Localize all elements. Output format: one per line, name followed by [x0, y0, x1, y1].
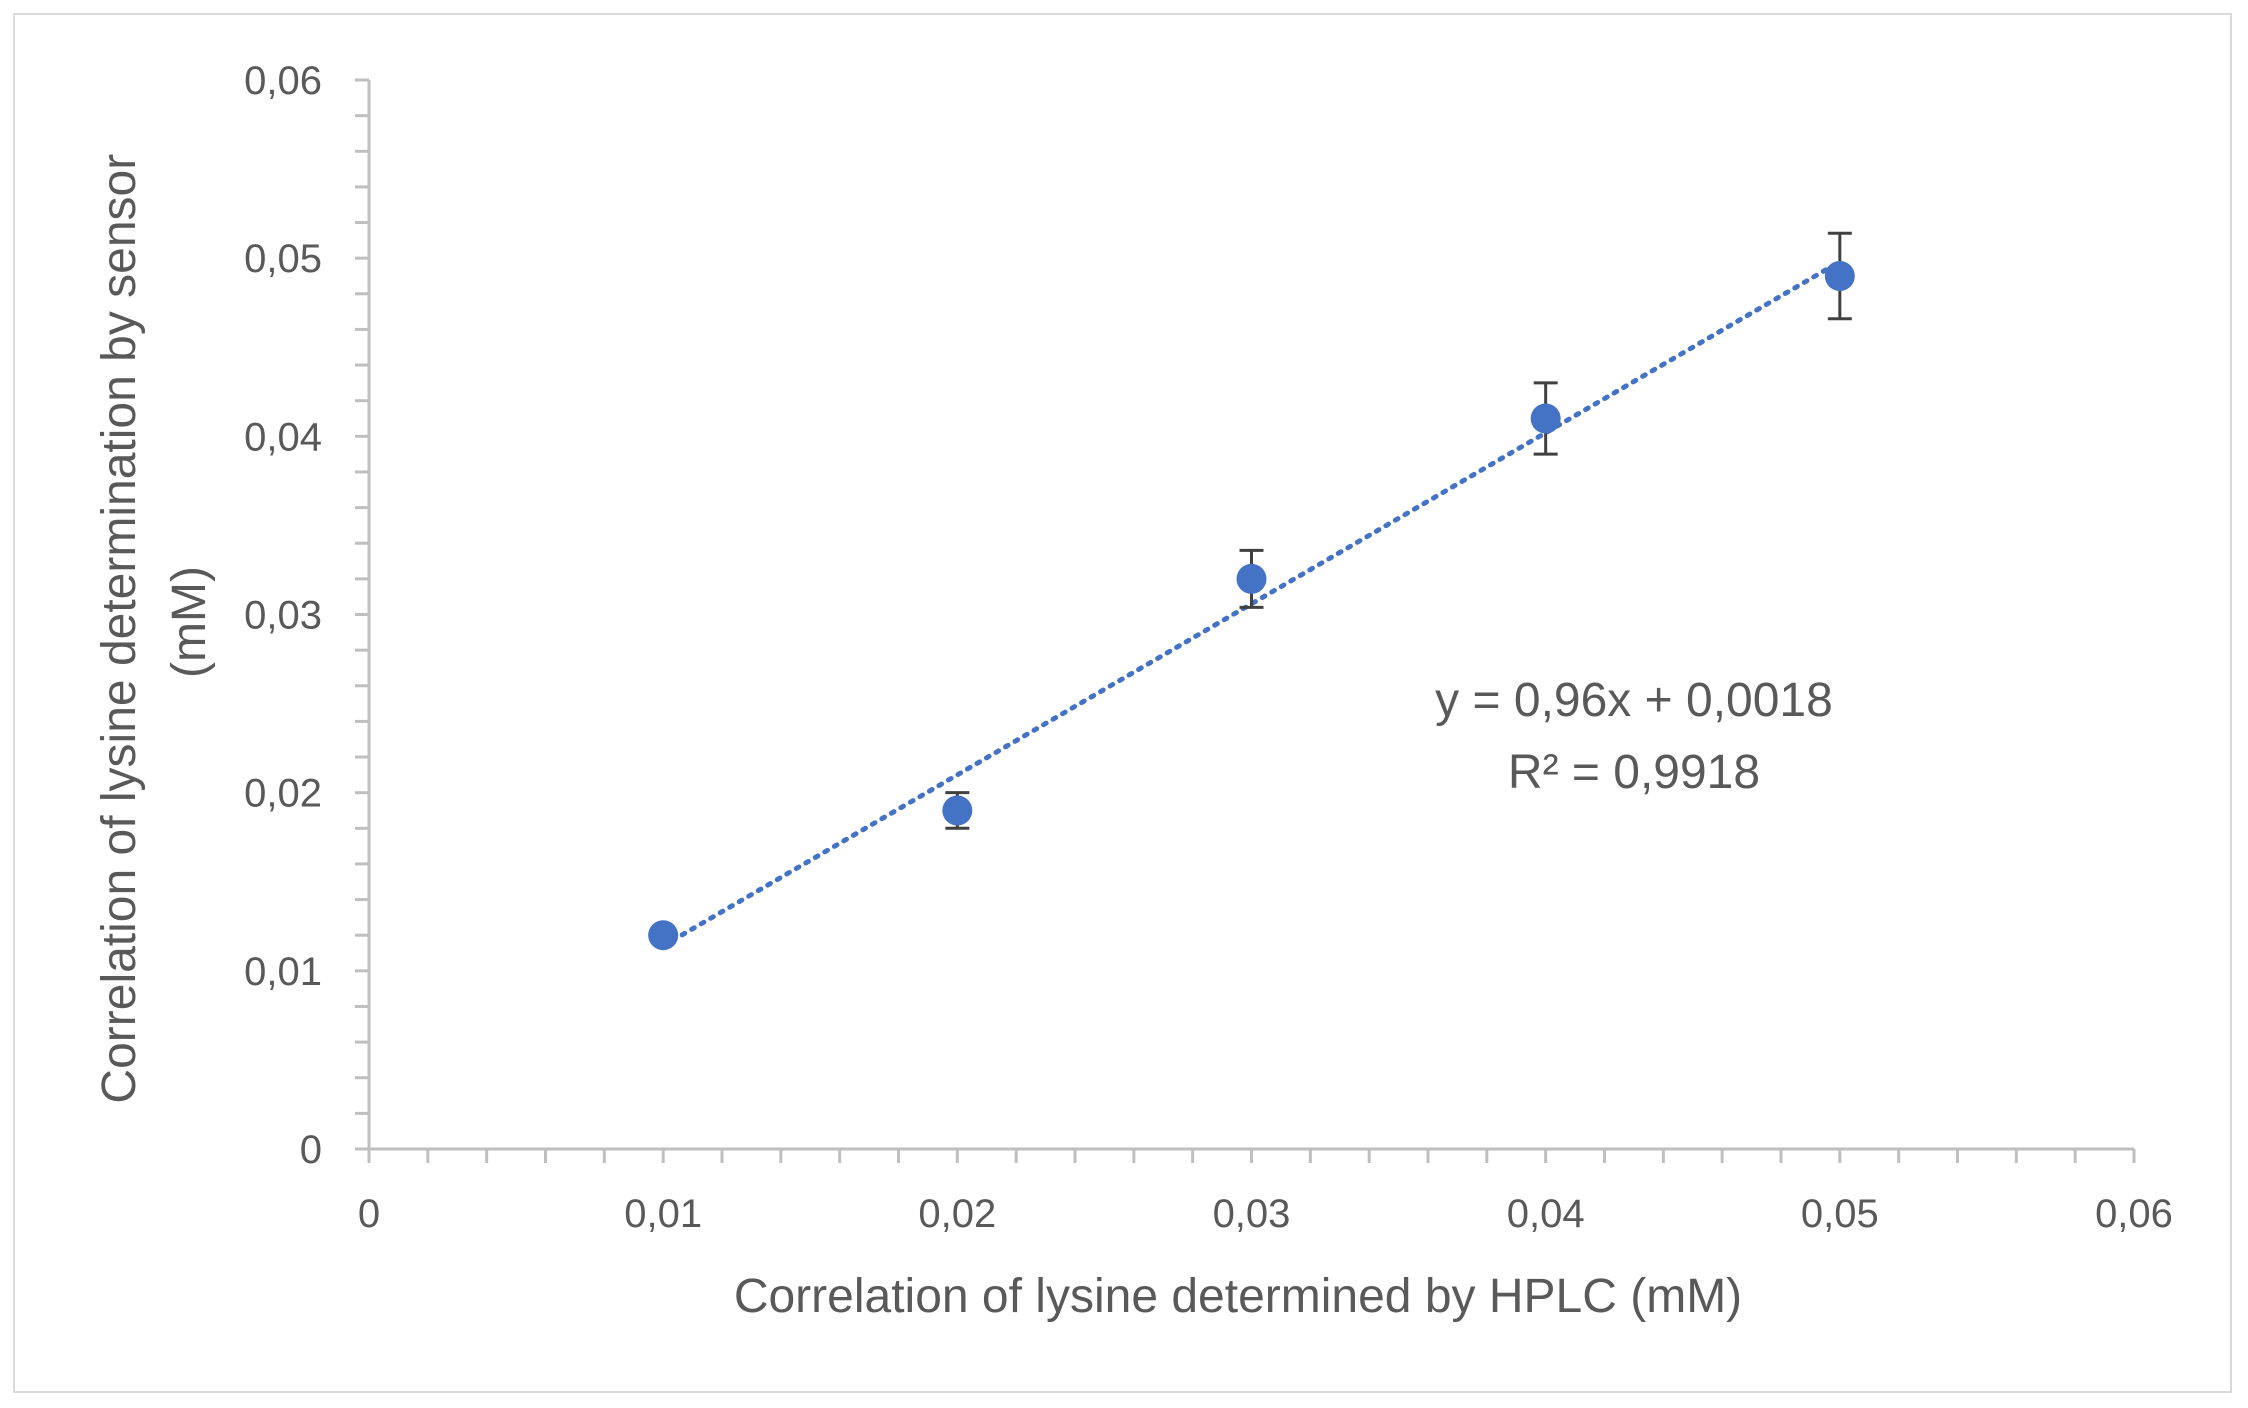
y-axis-title: Correlation of lysine determination by s… [93, 140, 216, 1103]
y-tick-labels: 0 0,01 0,02 0,03 0,04 0,05 0,06 [244, 59, 322, 1172]
r-squared-label: R² = 0,9918 [1508, 746, 1760, 799]
chart-frame [13, 13, 2232, 1393]
y-axis-title-line-2: (mM) [163, 566, 216, 678]
y-tick-label: 0 [300, 1128, 322, 1172]
data-point [1236, 563, 1267, 594]
y-tick-label: 0,01 [244, 950, 322, 994]
y-axis-title-line-1: Correlation of lysine determination by s… [93, 154, 146, 1104]
x-tick-label: 0,05 [1801, 1192, 1879, 1236]
x-tick-label: 0,01 [624, 1192, 702, 1236]
x-tick-label: 0,03 [1213, 1192, 1291, 1236]
data-point [942, 795, 973, 826]
y-tick-label: 0,06 [244, 59, 322, 103]
y-tick-label: 0,03 [244, 594, 322, 638]
x-tick-label: 0,06 [2095, 1192, 2173, 1236]
axes [367, 80, 2134, 1151]
data-point [1824, 260, 1855, 291]
x-axis-title: Correlation of lysine determined by HPLC… [734, 1270, 1742, 1323]
data-point [648, 920, 679, 951]
x-tick-labels: 0 0,01 0,02 0,03 0,04 0,05 0,06 [358, 1192, 2173, 1236]
y-tick-label: 0,05 [244, 237, 322, 281]
x-tick-label: 0,04 [1507, 1192, 1585, 1236]
y-tick-label: 0,04 [244, 415, 322, 459]
minor-ticks [355, 78, 2136, 1163]
x-tick-label: 0,02 [918, 1192, 996, 1236]
trendline-equation: y = 0,96x + 0,0018 [1435, 674, 1833, 727]
x-tick-label: 0 [358, 1192, 380, 1236]
y-tick-label: 0,02 [244, 772, 322, 816]
data-point [1530, 403, 1561, 434]
data-points [648, 260, 1855, 951]
